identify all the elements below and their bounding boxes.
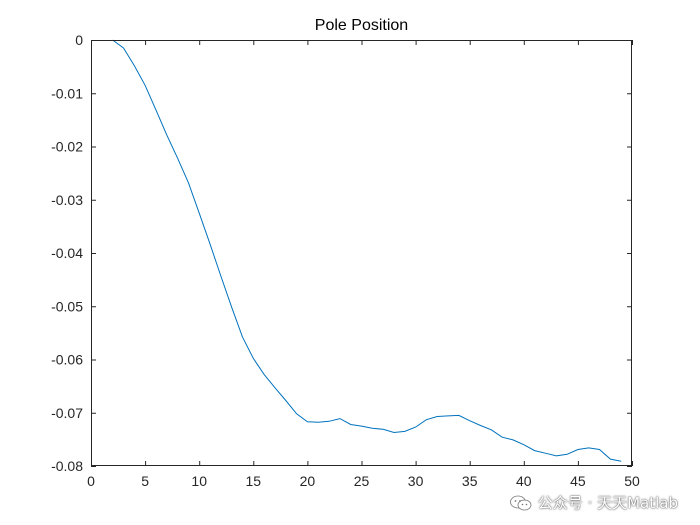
x-tick-label: 50 [624,473,640,489]
wechat-icon [509,495,532,510]
y-tick-label: -0.08 [51,458,83,474]
y-tick-label: -0.02 [51,139,83,155]
x-tick-label: 5 [141,473,149,489]
y-tick-label: -0.06 [51,352,83,368]
tick-labels: 0 5 10 15 20 25 30 35 40 45 50 0 -0.01 -0.02 -0.03 -0.0… [51,32,640,489]
series-line-pole-position [112,39,622,462]
x-tick-label: 30 [408,473,424,489]
x-tick-label: 40 [516,473,532,489]
x-tick-label: 25 [354,473,370,489]
y-tick-label: -0.05 [51,298,83,314]
watermark: 公众号 · 天天Matlab [509,492,678,513]
watermark-text: 公众号 · 天天Matlab [537,494,678,512]
y-tick-label: -0.07 [51,405,83,421]
x-tick-label: 45 [570,473,586,489]
chart-title: Pole Position [315,17,408,34]
y-tick-label: -0.01 [51,85,83,101]
x-tick-label: 35 [462,473,478,489]
plot-background [91,40,632,466]
x-tick-label: 15 [246,473,262,489]
x-tick-label: 0 [87,473,95,489]
y-tick-label: -0.04 [51,245,83,261]
y-tick-label: -0.03 [51,192,83,208]
plot-frame [91,40,632,466]
x-tick-label: 20 [300,473,316,489]
y-tick-label: 0 [75,32,83,48]
x-tick-label: 10 [191,473,207,489]
